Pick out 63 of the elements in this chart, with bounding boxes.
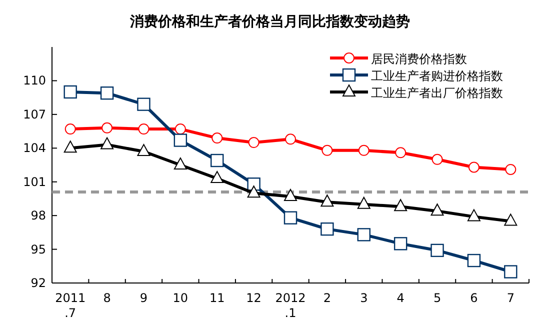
x-tick-label: 6	[470, 291, 478, 305]
point	[358, 144, 370, 156]
point	[504, 214, 518, 226]
point	[394, 199, 408, 212]
point	[100, 86, 114, 100]
x-tick-label: 3	[360, 291, 368, 305]
point	[322, 144, 333, 156]
point	[174, 134, 188, 147]
point	[467, 209, 480, 222]
y-tick-label: 107	[23, 107, 46, 122]
y-tick-label: 104	[23, 141, 46, 156]
point	[210, 154, 224, 168]
point	[174, 124, 186, 135]
point	[394, 237, 408, 250]
point	[212, 132, 223, 144]
point	[102, 122, 113, 134]
point	[395, 147, 406, 158]
x-tick-label: 8	[103, 291, 111, 305]
legend-label: 工业生产者购进价格指数	[371, 69, 503, 83]
point	[430, 244, 444, 258]
y-tick-label: 95	[30, 242, 46, 256]
y-tick-label: 101	[23, 174, 46, 189]
x-tick-label: 11	[209, 291, 225, 305]
point	[432, 154, 443, 165]
point	[137, 98, 150, 111]
point	[505, 164, 516, 175]
point	[64, 140, 77, 153]
x-tick-label: 2011 .7	[55, 291, 86, 320]
point	[64, 124, 76, 135]
point	[210, 170, 224, 183]
point	[468, 162, 480, 173]
point	[138, 124, 150, 135]
x-tick-label: 9	[140, 291, 148, 305]
point	[137, 144, 150, 156]
chart-title: 消费价格和生产者价格当月同比指数变动趋势	[129, 13, 410, 30]
point	[285, 134, 296, 145]
y-tick-label: 110	[23, 74, 46, 88]
point	[247, 178, 260, 191]
legend-label: 工业生产者出厂价格指数	[371, 86, 503, 100]
point	[64, 85, 77, 99]
point	[357, 196, 370, 209]
x-tick-label: 7	[506, 291, 514, 305]
x-tick-label: 2012 .1	[275, 291, 306, 320]
x-tick-label: 4	[396, 291, 404, 305]
x-tick-label: 12	[246, 291, 262, 305]
x-tick-label: 2	[323, 291, 332, 305]
x-tick-label: 10	[172, 291, 188, 305]
y-tick-label: 92	[30, 276, 46, 290]
point	[504, 265, 518, 278]
point	[357, 228, 370, 242]
point	[467, 254, 481, 268]
point	[284, 188, 297, 201]
y-tick-label: 98	[30, 208, 46, 223]
point	[320, 194, 334, 207]
point	[320, 222, 334, 236]
point	[100, 137, 114, 150]
point	[248, 137, 260, 148]
x-tick-label: 5	[433, 291, 442, 305]
point	[174, 158, 187, 170]
point	[430, 204, 444, 216]
point	[247, 186, 260, 198]
point	[284, 211, 298, 224]
legend-label: 居民消费价格指数	[371, 52, 467, 66]
